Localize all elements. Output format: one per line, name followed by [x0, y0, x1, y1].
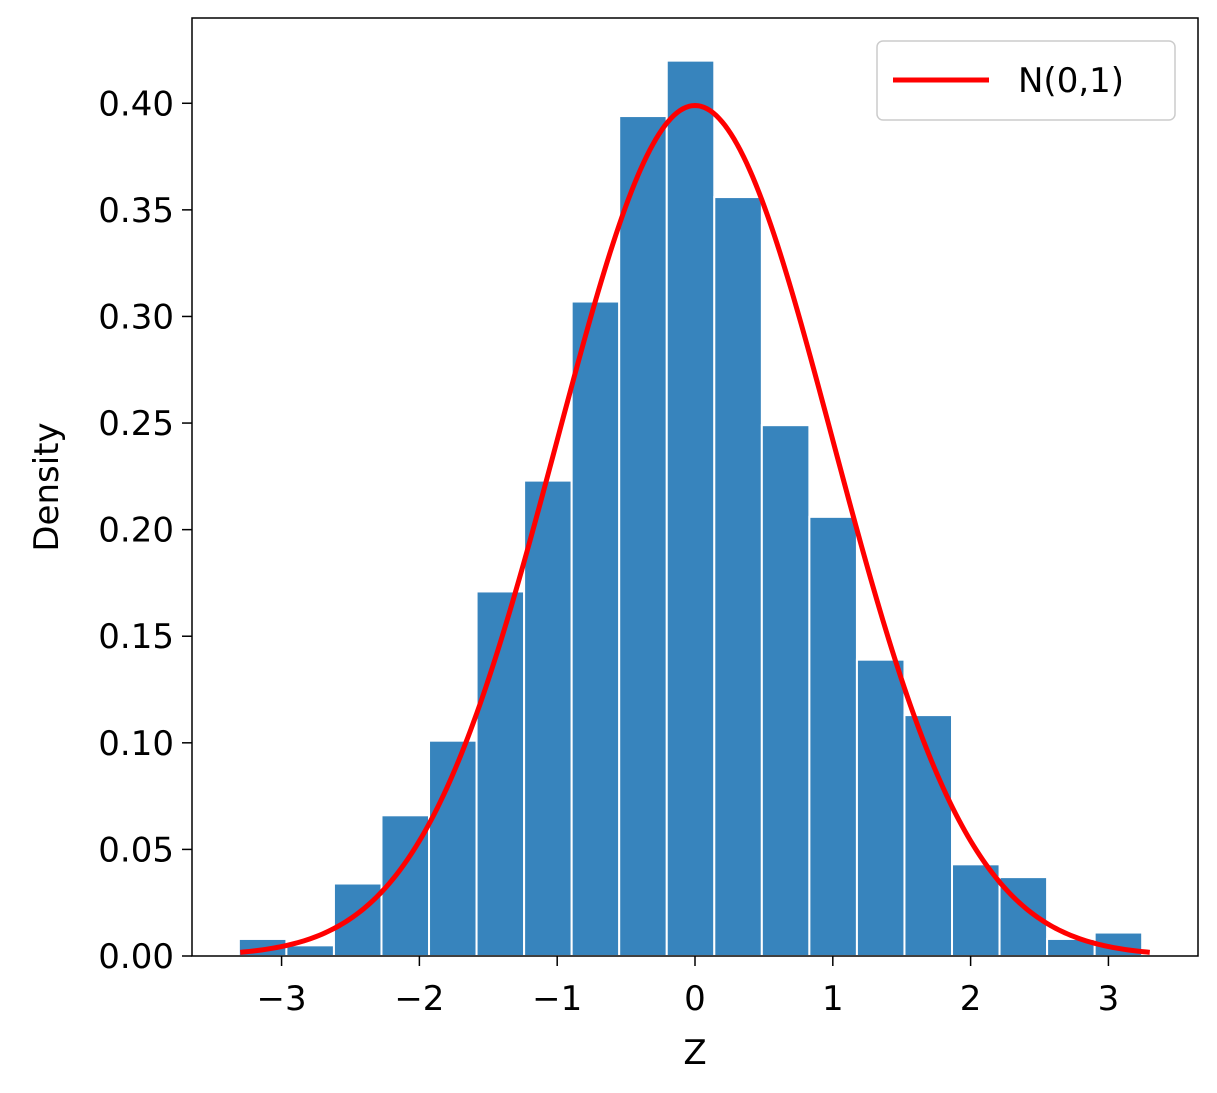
x-tick-label: −1 [532, 979, 582, 1019]
histogram-bar [570, 300, 621, 958]
y-tick-label: 0.35 [98, 191, 174, 231]
histogram-bar [285, 944, 335, 957]
y-tick-label: 0.40 [98, 84, 174, 124]
x-tick-label: 0 [684, 979, 706, 1019]
histogram-bar [760, 424, 811, 958]
x-axis-label: Z [683, 1033, 706, 1073]
histogram-bar [475, 590, 526, 958]
x-tick-label: 1 [822, 979, 844, 1019]
histogram-bar [523, 479, 573, 957]
y-tick-label: 0.05 [98, 830, 174, 870]
x-axis: −3 −2 −1 0 1 2 3 [257, 956, 1120, 1019]
x-tick-label: 2 [960, 979, 982, 1019]
x-tick-label: −3 [257, 979, 307, 1019]
histogram-bar [855, 658, 906, 957]
y-tick-label: 0.15 [98, 617, 174, 657]
y-tick-label: 0.30 [98, 297, 174, 337]
histogram-bar [618, 115, 668, 957]
y-tick-label: 0.20 [98, 511, 174, 551]
histogram-bar [951, 863, 1001, 958]
y-tick-label: 0.10 [98, 724, 174, 764]
legend-box [876, 40, 1176, 121]
histogram-bar [332, 882, 383, 958]
y-axis: 0.00 0.05 0.10 0.15 0.20 0.25 0.30 0.35 0.40 [98, 84, 192, 977]
series-line-normal-pdf [239, 103, 1151, 955]
legend-label-normal-pdf: N(0,1) [1018, 61, 1124, 101]
y-axis-label: Density [27, 422, 67, 551]
y-tick-label: 0.25 [98, 404, 174, 444]
histogram-bars [237, 59, 1144, 958]
y-tick-label: 0.00 [98, 937, 174, 977]
x-tick-label: 3 [1098, 979, 1120, 1019]
histogram-bar [808, 515, 858, 957]
legend: N(0,1) [876, 40, 1176, 121]
histogram-bar [665, 59, 716, 958]
histogram-bar [713, 196, 763, 957]
x-tick-label: −2 [394, 979, 444, 1019]
